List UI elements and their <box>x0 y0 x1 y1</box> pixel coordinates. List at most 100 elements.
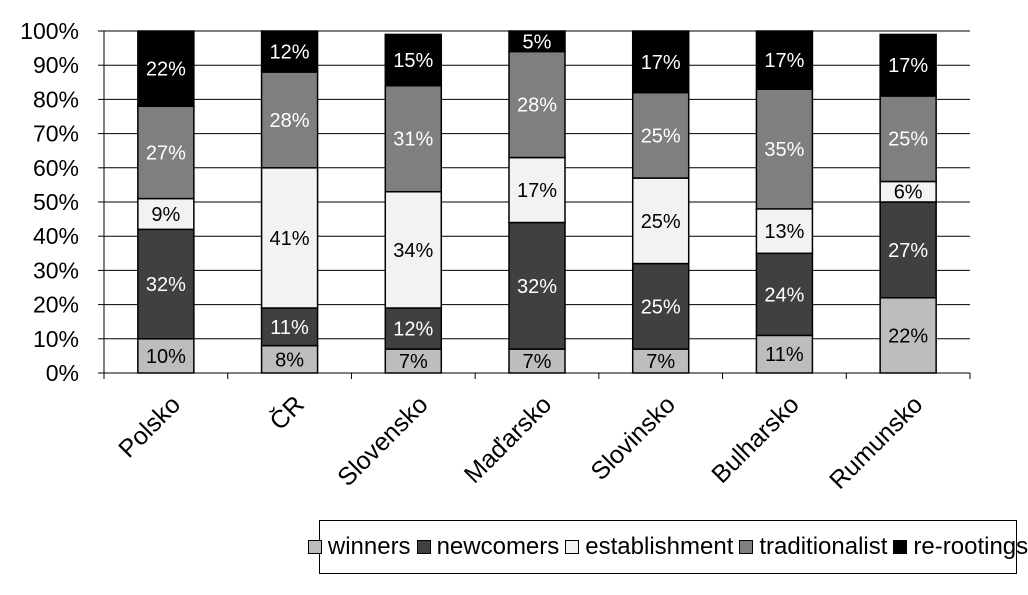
legend-label: traditionalist <box>759 533 888 560</box>
data-label: 35% <box>764 139 804 161</box>
y-tick-label: 0% <box>46 360 79 386</box>
bar-segment-re-rootings <box>384 33 443 87</box>
x-tick-label: Slovensko <box>332 390 433 491</box>
bar-segment-traditionalist <box>631 91 690 179</box>
axes <box>98 30 971 379</box>
data-label: 10% <box>146 346 186 368</box>
data-label: 25% <box>641 211 681 233</box>
bar-segment-establishment <box>755 208 814 255</box>
data-label: 32% <box>517 276 557 298</box>
x-tick-label: Bulharsko <box>706 390 804 488</box>
bar-segment-establishment <box>384 190 443 309</box>
legend-swatch <box>565 540 580 554</box>
y-tick-label: 90% <box>33 52 79 78</box>
bars <box>137 30 937 374</box>
x-tick-label: Maďarsko <box>459 390 557 488</box>
legend-label: re-rootings <box>913 533 1028 560</box>
bar-segment-newcomers <box>508 221 566 350</box>
data-label: 25% <box>641 125 681 147</box>
legend-item-establishment: establishment <box>565 533 733 561</box>
bar-segment-re-rootings <box>755 30 814 90</box>
legend-swatch <box>739 540 754 554</box>
bar-segment-establishment <box>631 177 690 265</box>
data-label: 27% <box>888 240 928 262</box>
data-label: 27% <box>146 142 186 164</box>
data-label: 11% <box>270 317 309 339</box>
bar-segment-newcomers <box>755 252 814 337</box>
data-labels: 10% 32% 9% 27% 22% 8% 11% 41% 28% 12% 7% 12% 34% 31% 1… <box>146 31 929 373</box>
bar-segment-traditionalist <box>508 50 566 159</box>
bar-segment-winners <box>260 344 319 374</box>
data-label: 11% <box>765 344 804 366</box>
y-tick-label: 100% <box>20 18 79 44</box>
bar-segment-re-rootings <box>508 30 566 53</box>
legend-swatch <box>416 540 431 554</box>
bar-segment-newcomers <box>137 228 195 340</box>
bar-segment-re-rootings <box>137 30 195 107</box>
y-tick-label: 70% <box>33 121 79 147</box>
y-tick-label: 80% <box>33 86 79 112</box>
legend-item-traditionalist: traditionalist <box>739 533 887 561</box>
y-tick-label: 40% <box>33 223 79 249</box>
bar-segment-establishment <box>137 197 195 231</box>
data-label: 31% <box>393 129 433 151</box>
legend-swatch <box>307 540 322 554</box>
data-label: 15% <box>393 50 433 72</box>
bar-segment-winners <box>755 334 814 374</box>
legend: winners newcomers establishment traditional… <box>307 520 1028 574</box>
bar-segment-re-rootings <box>879 33 937 97</box>
x-tick-label: Slovinsko <box>585 390 680 485</box>
y-tick-label: 20% <box>33 292 79 318</box>
bar-segment-establishment <box>508 156 566 224</box>
bar-segment-re-rootings <box>260 30 319 73</box>
data-label: 25% <box>888 129 928 151</box>
data-label: 7% <box>399 351 428 373</box>
data-label: 17% <box>888 55 928 77</box>
x-tick-label: ČR <box>264 390 310 436</box>
x-tick-label: Polsko <box>113 390 186 463</box>
y-tick-label: 60% <box>33 155 79 181</box>
bar-segment-re-rootings <box>631 30 690 94</box>
y-tick-label: 30% <box>33 257 79 283</box>
data-label: 25% <box>641 296 681 318</box>
legend-item-newcomers: newcomers <box>416 533 560 561</box>
data-label: 9% <box>151 204 180 226</box>
data-label: 17% <box>764 50 804 72</box>
data-label: 5% <box>523 31 552 53</box>
bar-segment-newcomers <box>879 201 937 299</box>
data-label: 6% <box>894 182 923 204</box>
data-label: 8% <box>275 349 304 371</box>
bar-segment-traditionalist <box>384 84 443 193</box>
data-label: 17% <box>517 180 557 202</box>
legend-swatch <box>893 540 908 554</box>
bar-segment-newcomers <box>631 262 690 350</box>
data-label: 22% <box>146 59 186 81</box>
data-label: 34% <box>393 240 433 262</box>
data-label: 28% <box>517 95 557 117</box>
data-label: 13% <box>764 221 804 243</box>
data-label: 22% <box>888 325 928 347</box>
data-label: 28% <box>270 110 310 132</box>
x-tick-label: Rumunsko <box>824 390 928 494</box>
legend-label: newcomers <box>436 533 560 560</box>
y-tick-labels: 0% 10% 20% 30% 40% 50% 60% 70% 80% 90% 100% <box>20 18 79 386</box>
data-label: 41% <box>270 228 310 250</box>
bar-segment-traditionalist <box>755 88 814 210</box>
bar-segment-traditionalist <box>137 105 195 200</box>
data-label: 7% <box>646 351 675 373</box>
y-tick-label: 10% <box>33 326 79 352</box>
y-tick-label: 50% <box>33 189 79 215</box>
bar-segment-establishment <box>260 167 319 309</box>
data-label: 12% <box>270 42 310 64</box>
x-tick-labels: Polsko ČR Slovensko Maďarsko Slovinsko Bulhar… <box>113 390 928 495</box>
data-label: 24% <box>764 284 804 306</box>
bar-segment-newcomers <box>260 307 319 347</box>
data-label: 7% <box>523 351 552 373</box>
legend-item-re-rootings: re-rootings <box>893 533 1028 561</box>
legend-item-winners: winners <box>307 533 411 561</box>
bar-segment-traditionalist <box>260 71 319 169</box>
data-label: 12% <box>393 319 433 341</box>
legend-label: establishment <box>585 533 734 560</box>
legend-label: winners <box>327 533 411 560</box>
